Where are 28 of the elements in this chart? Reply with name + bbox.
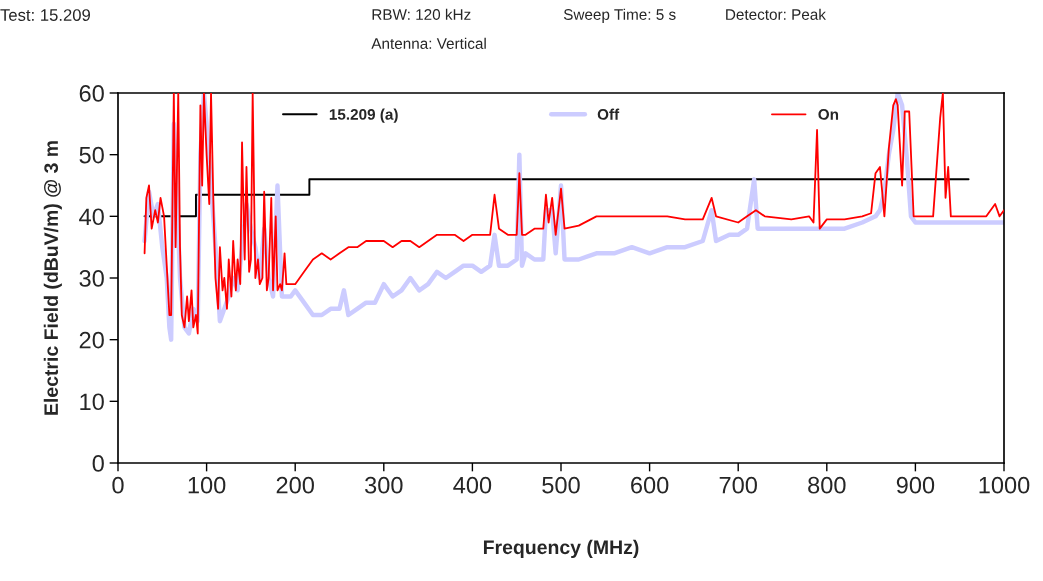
x-axis-title: Frequency (MHz) <box>483 539 639 558</box>
text: Detector: Peak <box>726 8 826 20</box>
x-tick-label: 900 <box>896 476 935 494</box>
y-axis-title: Electric Field (dBuV/m) @ 3 m <box>43 141 62 415</box>
x-tick-label: 700 <box>719 476 757 494</box>
legend-label: 15.209 (a) <box>329 108 398 123</box>
y-tick-label: 30 <box>79 270 104 287</box>
text: RBW: 120 kHz <box>372 8 471 20</box>
text: Antenna: Vertical <box>371 37 486 49</box>
y-tick-label: 10 <box>80 393 104 411</box>
x-tick-label: 300 <box>365 476 403 494</box>
y-tick-label: 0 <box>92 455 104 472</box>
x-tick-label: 600 <box>631 476 669 494</box>
y-tick-label: 50 <box>79 146 104 164</box>
x-tick-label: 0 <box>112 476 124 494</box>
x-tick-label: 400 <box>453 476 492 494</box>
y-tick-label: 40 <box>79 208 104 226</box>
text: Test: 15.209 <box>0 9 91 21</box>
y-tick-label: 60 <box>79 85 104 102</box>
x-tick-label: 100 <box>188 476 226 494</box>
text: Sweep Time: 5 s <box>563 8 676 23</box>
x-tick-label: 200 <box>276 476 314 494</box>
legend-label: Off <box>597 108 620 120</box>
x-tick-label: 1000 <box>979 476 1030 494</box>
x-tick-label: 800 <box>808 476 846 494</box>
y-tick-label: 20 <box>79 331 104 349</box>
legend-label: On <box>818 109 839 120</box>
x-tick-label: 500 <box>542 476 580 494</box>
